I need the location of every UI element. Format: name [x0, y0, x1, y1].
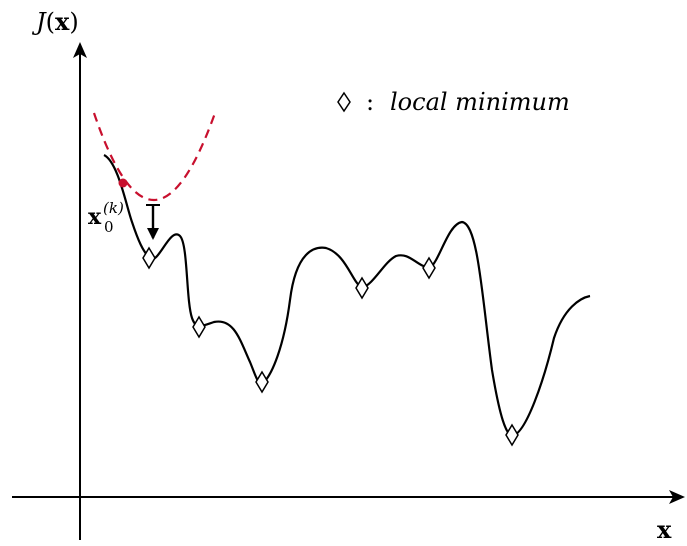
local-minimum-marker [142, 246, 156, 270]
start-point-dot [118, 178, 128, 188]
y-label-func: J [31, 8, 47, 36]
y-axis-arrowhead [73, 42, 87, 58]
x-axis-label: x [657, 515, 672, 544]
legend-diamond-icon [337, 91, 351, 113]
surrogate-parabola [92, 112, 217, 201]
x-axis-arrowhead [669, 490, 685, 504]
legend-text: local minimum [390, 88, 570, 116]
start-point-superscript: (k) [103, 199, 124, 217]
local-minimum-marker [422, 256, 436, 280]
objective-curve [103, 154, 591, 438]
start-point-label: x [88, 204, 102, 230]
local-minimum-marker [192, 315, 206, 339]
local-minimum-marker [255, 370, 269, 394]
start-point-base: x [88, 204, 102, 230]
local-minima-markers [142, 246, 519, 447]
local-minimum-marker [505, 423, 519, 447]
start-point-subscript: 0 [104, 218, 114, 236]
legend-colon: : [366, 88, 374, 116]
y-label-arg: x [55, 7, 70, 36]
y-axis-label: J(x) [31, 7, 79, 36]
local-minimum-marker [355, 276, 369, 300]
